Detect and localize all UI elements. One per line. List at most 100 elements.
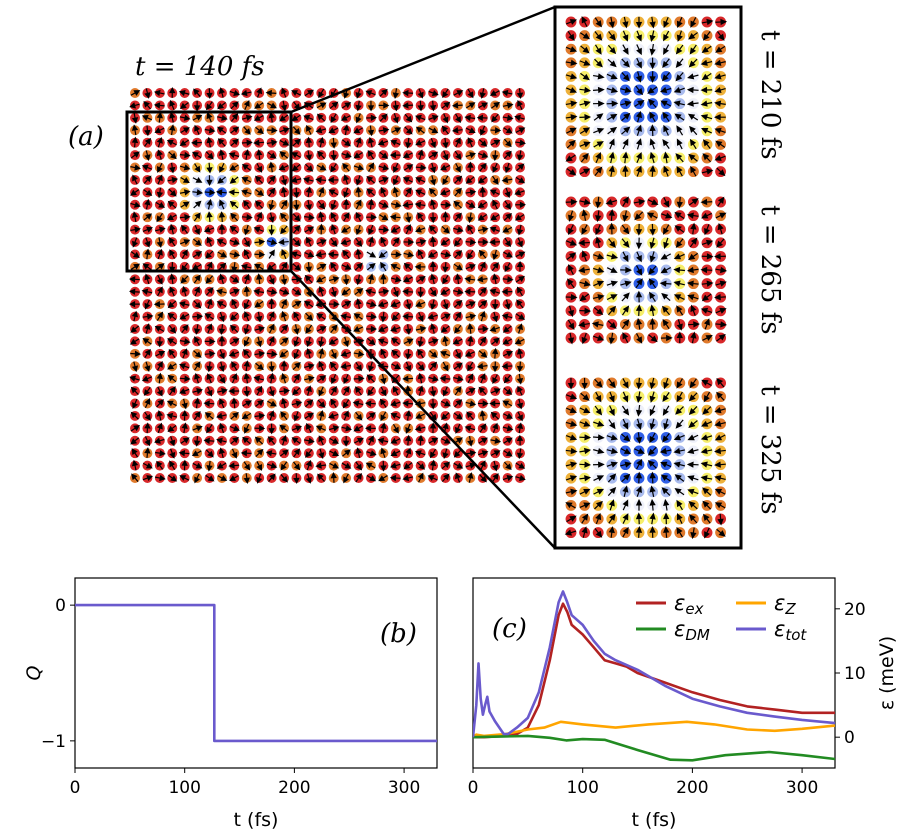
spin-arrow-icon: [191, 139, 202, 146]
spin-arrow-icon: [676, 125, 684, 136]
spin-arrow-icon: [622, 44, 629, 55]
spin-arrow-icon: [566, 515, 577, 523]
spin-arrow-icon: [231, 448, 238, 459]
spin-arrow-icon: [130, 325, 140, 333]
spin-arrow-icon: [565, 73, 578, 80]
spin-arrow-icon: [390, 437, 401, 444]
spin-arrow-icon: [342, 274, 350, 286]
spin-arrow-icon: [206, 323, 213, 334]
spin-arrow-icon: [192, 388, 203, 395]
spin-arrow-icon: [231, 397, 238, 409]
spin-arrow-icon: [608, 138, 615, 150]
spin-arrow-icon: [594, 166, 603, 176]
spin-arrow-icon: [169, 99, 176, 111]
spin-arrow-icon: [579, 32, 591, 40]
spin-arrow-icon: [293, 101, 301, 111]
spin-arrow-icon: [715, 307, 727, 314]
spin-arrow-icon: [290, 251, 302, 258]
spin-arrow-icon: [254, 325, 266, 333]
spin-arrow-icon: [366, 301, 377, 308]
spin-arrow-icon: [580, 392, 590, 401]
spin-arrow-icon: [155, 474, 166, 482]
spin-arrow-icon: [581, 209, 588, 221]
spin-arrow-icon: [415, 412, 426, 419]
spin-arrow-icon: [453, 412, 463, 420]
spin-arrow-icon: [179, 214, 191, 221]
spin-arrow-icon: [417, 336, 424, 348]
spin-arrow-icon: [256, 311, 263, 323]
spin-arrow-icon: [389, 474, 401, 482]
spin-arrow-icon: [565, 59, 578, 66]
spin-arrow-icon: [479, 186, 486, 198]
spin-arrow-icon: [392, 287, 399, 298]
spin-arrow-icon: [153, 300, 165, 308]
spin-arrow-icon: [217, 475, 228, 481]
series-line-ex: [473, 602, 835, 739]
spin-arrow-icon: [291, 400, 303, 407]
spin-arrow-icon: [403, 251, 415, 258]
spin-arrow-icon: [204, 313, 214, 320]
spin-arrow-icon: [355, 386, 362, 396]
spin-arrow-icon: [402, 177, 413, 183]
spin-arrow-icon: [663, 197, 670, 208]
spin-arrow-icon: [203, 437, 215, 444]
spin-arrow-icon: [567, 264, 574, 275]
spin-arrow-icon: [593, 434, 605, 441]
spin-arrow-icon: [142, 226, 153, 233]
spin-arrow-icon: [622, 165, 629, 177]
spin-arrow-icon: [689, 44, 697, 55]
spin-arrow-icon: [439, 375, 451, 382]
spin-arrow-icon: [659, 447, 672, 455]
spin-arrow-icon: [492, 162, 499, 174]
spin-arrow-icon: [440, 288, 450, 295]
spin-arrow-icon: [155, 201, 166, 208]
spin-arrow-icon: [621, 305, 630, 316]
spin-arrow-icon: [206, 112, 213, 123]
spin-arrow-icon: [608, 378, 616, 389]
spin-arrow-icon: [567, 30, 575, 42]
spin-arrow-icon: [579, 502, 591, 509]
spin-arrow-icon: [378, 226, 390, 233]
spin-arrow-icon: [414, 263, 426, 271]
spin-arrow-icon: [430, 198, 437, 210]
spin-arrow-icon: [502, 226, 513, 233]
spin-arrow-icon: [593, 294, 605, 301]
spin-arrow-icon: [316, 164, 327, 171]
spin-arrow-icon: [593, 73, 605, 80]
spin-arrow-icon: [179, 375, 191, 382]
spin-arrow-icon: [330, 150, 337, 162]
spin-arrow-icon: [281, 372, 288, 384]
spin-arrow-icon: [659, 86, 672, 93]
spin-arrow-icon: [620, 448, 632, 455]
spin-arrow-icon: [217, 176, 226, 184]
spin-arrow-icon: [305, 336, 312, 348]
spin-arrow-icon: [240, 89, 252, 97]
spin-arrow-icon: [606, 73, 618, 80]
spin-arrow-icon: [416, 461, 426, 470]
spin-arrow-icon: [608, 165, 615, 177]
spin-arrow-icon: [565, 100, 578, 107]
spin-arrow-icon: [228, 462, 240, 469]
spin-arrow-icon: [378, 102, 390, 109]
spin-arrow-icon: [428, 338, 439, 345]
spin-arrow-icon: [306, 124, 312, 135]
spin-arrow-icon: [328, 189, 339, 196]
spin-arrow-icon: [367, 150, 375, 160]
spin-arrow-icon: [305, 399, 314, 408]
spin-arrow-icon: [343, 374, 350, 385]
spin-arrow-icon: [478, 400, 489, 407]
spin-arrow-icon: [646, 212, 658, 219]
spin-arrow-icon: [291, 437, 301, 445]
spin-arrow-icon: [478, 238, 489, 246]
spin-arrow-icon: [515, 313, 526, 320]
spin-arrow-icon: [593, 475, 605, 482]
spin-arrow-icon: [181, 348, 188, 359]
spin-arrow-icon: [390, 400, 401, 407]
spin-arrow-icon: [479, 125, 486, 136]
spin-arrow-icon: [565, 434, 578, 441]
spin-arrow-icon: [379, 113, 388, 122]
spin-arrow-icon: [330, 261, 337, 272]
spin-arrow-icon: [700, 86, 713, 94]
spin-arrow-icon: [608, 332, 615, 345]
spin-arrow-icon: [254, 350, 266, 357]
